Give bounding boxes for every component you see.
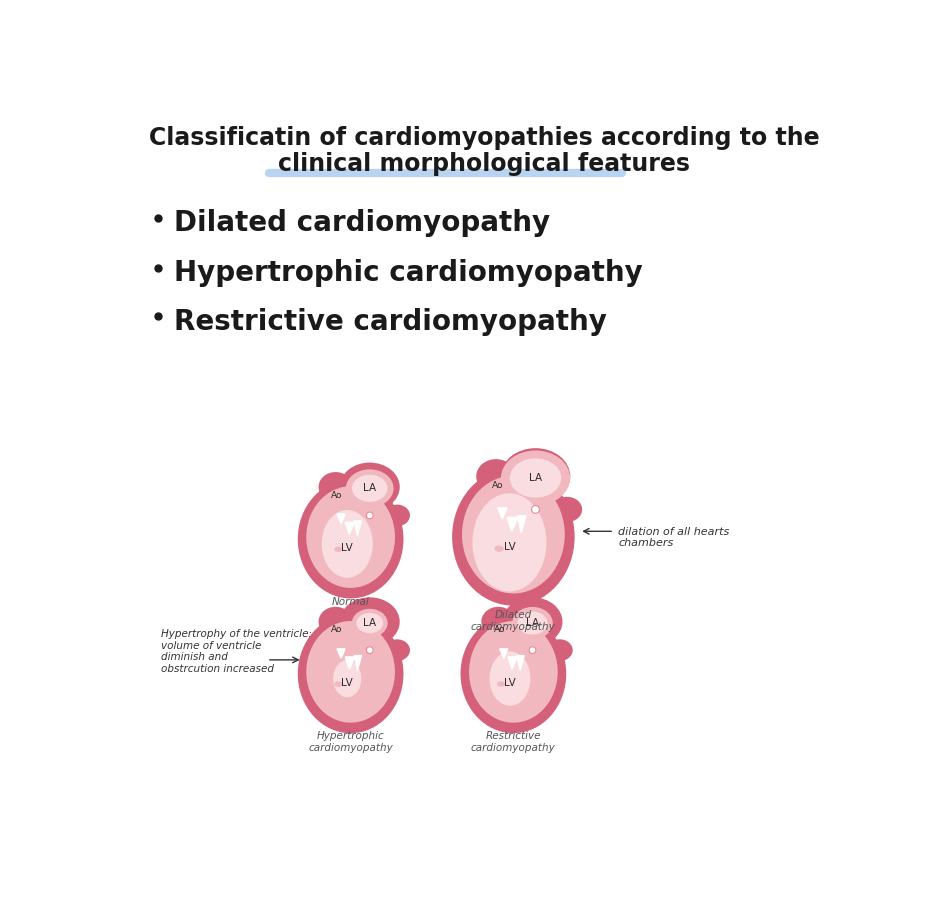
- Ellipse shape: [517, 611, 547, 635]
- Ellipse shape: [297, 615, 403, 733]
- Ellipse shape: [383, 505, 410, 527]
- Ellipse shape: [351, 475, 387, 502]
- Ellipse shape: [346, 469, 393, 507]
- Ellipse shape: [339, 598, 399, 646]
- Ellipse shape: [494, 546, 503, 552]
- Ellipse shape: [306, 486, 395, 588]
- Text: Hypertrophic
cardiomyopathy: Hypertrophic cardiomyopathy: [308, 732, 393, 753]
- Text: LA: LA: [362, 484, 376, 494]
- Circle shape: [529, 647, 535, 653]
- Text: LV: LV: [341, 678, 353, 688]
- Polygon shape: [516, 656, 524, 670]
- Circle shape: [366, 512, 373, 518]
- Ellipse shape: [318, 607, 352, 637]
- Ellipse shape: [489, 651, 530, 706]
- Ellipse shape: [476, 459, 515, 494]
- Polygon shape: [507, 517, 517, 531]
- Ellipse shape: [339, 463, 399, 511]
- Ellipse shape: [383, 640, 410, 661]
- Ellipse shape: [297, 480, 403, 599]
- Text: clinical morphological features: clinical morphological features: [278, 151, 689, 176]
- Ellipse shape: [351, 609, 387, 638]
- Circle shape: [366, 647, 373, 653]
- Text: LA: LA: [362, 618, 376, 628]
- Ellipse shape: [500, 451, 569, 506]
- Text: Restrictive cardiomyopathy: Restrictive cardiomyopathy: [174, 308, 606, 336]
- Ellipse shape: [333, 660, 361, 697]
- Ellipse shape: [497, 681, 505, 687]
- Ellipse shape: [462, 476, 565, 593]
- Ellipse shape: [509, 458, 561, 497]
- Polygon shape: [516, 516, 526, 533]
- Text: Dilated
cardiomyopathy: Dilated cardiomyopathy: [470, 610, 555, 631]
- Polygon shape: [499, 649, 507, 659]
- Ellipse shape: [334, 681, 342, 687]
- Ellipse shape: [547, 640, 572, 661]
- Text: Hypertrophy of the ventricle:
volume of ventricle
diminish and
obstrcution incre: Hypertrophy of the ventricle: volume of …: [160, 630, 312, 674]
- Polygon shape: [507, 657, 517, 670]
- Text: dilation of all hearts
chambers: dilation of all hearts chambers: [617, 527, 729, 548]
- Ellipse shape: [512, 607, 552, 640]
- Ellipse shape: [321, 510, 372, 578]
- Ellipse shape: [451, 468, 574, 606]
- Ellipse shape: [480, 607, 514, 637]
- Polygon shape: [337, 514, 345, 524]
- Text: LA: LA: [526, 618, 538, 628]
- Text: Ao: Ao: [491, 481, 503, 490]
- Ellipse shape: [460, 615, 565, 733]
- Text: LV: LV: [503, 542, 514, 552]
- Ellipse shape: [468, 621, 557, 722]
- Polygon shape: [345, 657, 354, 670]
- Ellipse shape: [334, 547, 342, 552]
- Text: Classificatin of cardiomyopathies according to the: Classificatin of cardiomyopathies accord…: [148, 127, 818, 150]
- Text: Ao: Ao: [331, 625, 343, 634]
- Ellipse shape: [551, 496, 582, 522]
- Polygon shape: [354, 521, 362, 536]
- Text: Ao: Ao: [494, 625, 505, 634]
- Ellipse shape: [472, 494, 546, 591]
- Polygon shape: [497, 507, 507, 519]
- Text: Restrictive
cardiomyopathy: Restrictive cardiomyopathy: [470, 732, 555, 753]
- Polygon shape: [345, 522, 354, 535]
- Ellipse shape: [306, 621, 395, 722]
- Polygon shape: [337, 649, 345, 659]
- Text: Hypertrophic cardiomyopathy: Hypertrophic cardiomyopathy: [174, 260, 642, 288]
- Ellipse shape: [500, 448, 569, 505]
- Ellipse shape: [502, 598, 562, 646]
- Text: LV: LV: [503, 678, 515, 688]
- Text: Normal: Normal: [331, 597, 369, 607]
- Polygon shape: [354, 656, 362, 670]
- Text: Ao: Ao: [331, 491, 343, 499]
- Ellipse shape: [356, 613, 382, 633]
- Ellipse shape: [318, 472, 352, 502]
- Text: LV: LV: [341, 543, 353, 553]
- Text: Dilated cardiomyopathy: Dilated cardiomyopathy: [174, 210, 549, 238]
- Text: LA: LA: [529, 473, 542, 483]
- Circle shape: [531, 506, 539, 513]
